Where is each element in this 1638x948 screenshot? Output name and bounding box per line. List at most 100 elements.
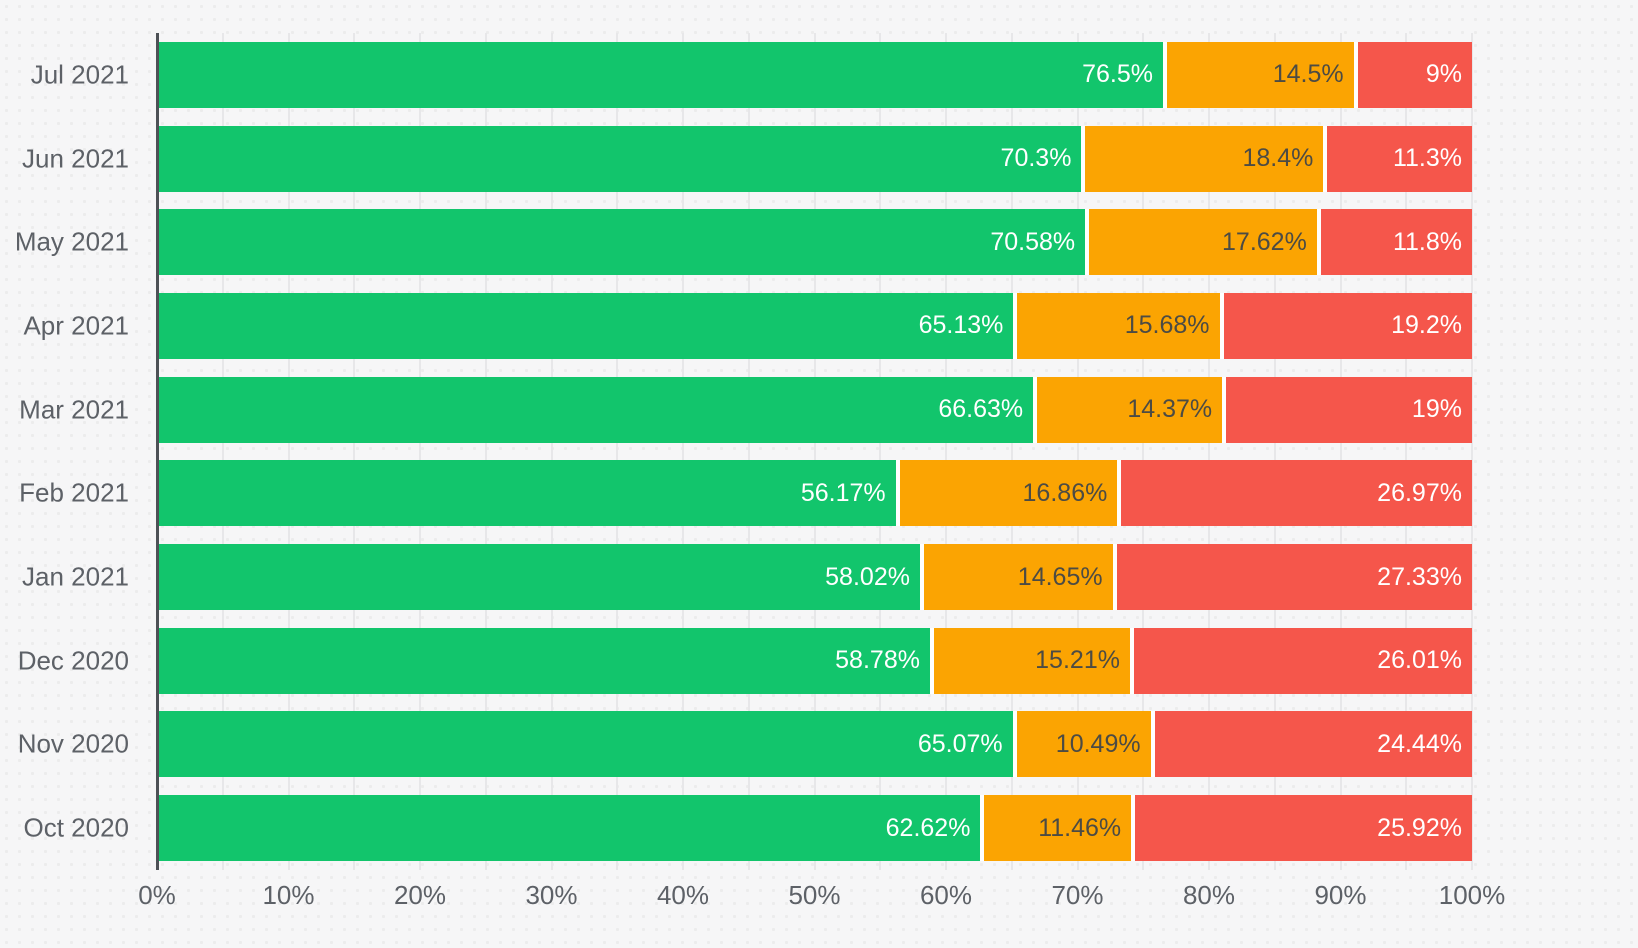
stacked-bar: 58.78% 15.21% 26.01%: [157, 627, 1472, 694]
bar-segment-red[interactable]: 25.92%: [1131, 795, 1472, 862]
bar-segment-value: 11.8%: [1392, 227, 1462, 256]
bar-row: Mar 2021 66.63% 14.37% 19%: [19, 368, 1472, 452]
gridline: [353, 33, 356, 870]
plot-area: Jul 2021 76.5% 14.5% 9% Jun 2021 70.3% 18.4% 11…: [15, 33, 1473, 870]
bar-segment-value: 56.17%: [800, 478, 886, 507]
stacked-bar: 65.13% 15.68% 19.2%: [157, 292, 1472, 359]
bar-segment-orange[interactable]: 15.68%: [1013, 292, 1220, 359]
bar-segment-green[interactable]: 58.02%: [157, 544, 920, 611]
gridline: [1405, 33, 1408, 870]
gridline: [879, 33, 882, 870]
gridline: [616, 33, 619, 870]
bar-row: Jun 2021 70.3% 18.4% 11.3%: [22, 117, 1472, 201]
bar-segment-red[interactable]: 26.97%: [1117, 460, 1472, 527]
gridline: [1339, 33, 1342, 870]
x-axis-tick-label: 30%: [525, 880, 578, 910]
gridline: [1010, 33, 1013, 870]
bar-segment-value: 25.92%: [1377, 813, 1462, 842]
bar-segment-value: 58.02%: [825, 562, 910, 591]
bar-segment-value: 58.78%: [835, 646, 920, 675]
bar-segment-green[interactable]: 65.07%: [157, 711, 1013, 778]
bar-segment-orange[interactable]: 17.62%: [1085, 209, 1317, 276]
bar-segment-value: 11.46%: [1038, 813, 1122, 842]
bar-row: Dec 2020 58.78% 15.21% 26.01%: [18, 619, 1472, 703]
bar-segment-orange[interactable]: 10.49%: [1012, 711, 1151, 778]
x-axis-tick-label: 20%: [393, 880, 447, 910]
bar-segment-value: 10.49%: [1055, 729, 1141, 758]
bar-segment-red[interactable]: 26.01%: [1129, 627, 1472, 694]
bar-segment-green[interactable]: 76.5%: [157, 41, 1163, 108]
gridline: [550, 33, 553, 870]
bar-row: Oct 2020 62.62% 11.46% 25.92%: [23, 786, 1472, 870]
bar-segment-green[interactable]: 70.3%: [157, 125, 1082, 192]
bar-segment-value: 19%: [1411, 395, 1462, 424]
bar-segment-value: 70.58%: [990, 227, 1076, 256]
bar-segment-red[interactable]: 27.33%: [1112, 544, 1472, 611]
bar-segment-orange[interactable]: 14.5%: [1162, 41, 1354, 108]
gridline: [1273, 33, 1276, 870]
bar-segment-value: 14.5%: [1272, 60, 1344, 89]
bar-segment-value: 27.33%: [1377, 562, 1462, 591]
stacked-bar: 56.17% 16.86% 26.97%: [157, 460, 1472, 527]
bar-segment-orange[interactable]: 11.46%: [980, 795, 1132, 862]
bar-segment-value: 24.44%: [1377, 729, 1462, 758]
bar-segment-orange[interactable]: 16.86%: [895, 460, 1118, 527]
y-axis-label: Nov 2020: [17, 728, 129, 759]
bar-segment-value: 16.86%: [1022, 478, 1108, 507]
stacked-bar: 58.02% 14.65% 27.33%: [157, 544, 1472, 611]
x-axis-tick-label: 60%: [919, 880, 973, 910]
bar-segment-green[interactable]: 62.62%: [157, 795, 981, 862]
y-axis-label: Dec 2020: [17, 645, 129, 676]
bar-segment-orange[interactable]: 14.37%: [1033, 376, 1223, 443]
bar-segment-red[interactable]: 11.8%: [1316, 209, 1472, 276]
bar-row: May 2021 70.58% 17.62% 11.8%: [15, 200, 1472, 284]
bar-segment-value: 17.62%: [1222, 227, 1307, 256]
bar-segment-value: 26.01%: [1377, 646, 1462, 675]
x-axis-tick-label: 40%: [656, 880, 710, 910]
bar-segment-value: 11.3%: [1392, 144, 1462, 173]
x-axis-tick-label: 0%: [138, 880, 176, 910]
bar-segment-value: 70.3%: [1000, 144, 1072, 173]
bar-segment-value: 15.68%: [1124, 311, 1210, 340]
bar-segment-orange[interactable]: 15.21%: [929, 627, 1130, 694]
bar-segment-green[interactable]: 70.58%: [157, 209, 1086, 276]
bar-segment-orange[interactable]: 14.65%: [919, 544, 1113, 611]
gridline: [484, 33, 487, 870]
bar-segment-value: 19.2%: [1391, 311, 1462, 340]
bar-segment-value: 76.5%: [1082, 60, 1153, 89]
gridline: [813, 33, 816, 870]
stacked-bar: 62.62% 11.46% 25.92%: [157, 795, 1472, 862]
bar-segment-value: 14.37%: [1127, 395, 1213, 424]
bar-segment-value: 9%: [1425, 60, 1462, 89]
bar-segment-green[interactable]: 56.17%: [157, 460, 896, 527]
gridline: [1471, 33, 1473, 870]
x-axis: 0% 10% 20% 30% 40% 50% 60% 70% 80% 90% 100%: [138, 880, 1505, 910]
y-axis-label: Feb 2021: [19, 477, 129, 508]
bar-segment-red[interactable]: 19.2%: [1219, 292, 1472, 359]
stacked-bar: 65.07% 10.49% 24.44%: [157, 711, 1472, 778]
bar-segment-red[interactable]: 19%: [1222, 376, 1472, 443]
y-axis-label: Mar 2021: [19, 394, 129, 425]
x-axis-tick-label: 90%: [1314, 880, 1367, 910]
gridline: [1076, 33, 1079, 870]
bar-segment-red[interactable]: 11.3%: [1323, 125, 1472, 192]
y-axis-label: Oct 2020: [23, 812, 129, 843]
gridline: [945, 33, 947, 870]
bar-row: Apr 2021 65.13% 15.68% 19.2%: [23, 284, 1472, 368]
bar-segment-red[interactable]: 24.44%: [1150, 711, 1472, 778]
bar-segment-green[interactable]: 65.13%: [157, 292, 1014, 359]
bar-segment-value: 66.63%: [938, 395, 1024, 424]
bar-segment-orange[interactable]: 18.4%: [1081, 125, 1324, 192]
bar-row: Nov 2020 65.07% 10.49% 24.44%: [18, 703, 1472, 787]
x-axis-tick-label: 100%: [1438, 880, 1506, 910]
x-axis-tick-label: 10%: [262, 880, 315, 910]
bar-segment-value: 18.4%: [1242, 144, 1314, 173]
x-axis-tick-label: 80%: [1182, 880, 1236, 910]
x-axis-tick-label: 50%: [788, 880, 841, 910]
bar-segment-green[interactable]: 66.63%: [157, 376, 1034, 443]
bar-segment-value: 14.65%: [1017, 562, 1103, 591]
bar-segment-green[interactable]: 58.78%: [157, 627, 930, 694]
bar-segment-red[interactable]: 9%: [1353, 41, 1472, 108]
gridline: [747, 33, 750, 870]
